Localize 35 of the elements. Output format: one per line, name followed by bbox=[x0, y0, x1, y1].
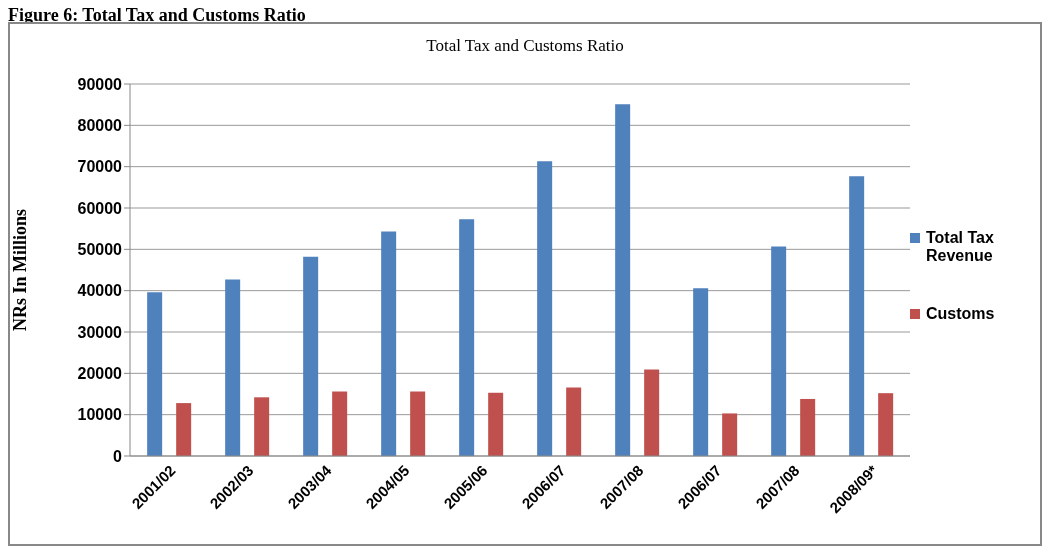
y-tick-label: 0 bbox=[113, 447, 123, 465]
bar bbox=[381, 231, 397, 456]
legend-label: Customs bbox=[926, 305, 995, 323]
bar bbox=[771, 246, 787, 456]
bar bbox=[566, 387, 582, 456]
bar bbox=[537, 161, 553, 456]
y-axis-title: NRs In Millions bbox=[10, 208, 31, 332]
bar bbox=[644, 369, 660, 456]
bar bbox=[254, 397, 270, 456]
y-tick-label: 30000 bbox=[77, 323, 123, 341]
bar bbox=[459, 219, 475, 456]
bar bbox=[410, 391, 426, 456]
chart-title: Figure 6: Total Tax and Customs Ratio bbox=[8, 5, 307, 25]
bar bbox=[722, 413, 738, 456]
bar bbox=[878, 393, 894, 456]
bar bbox=[147, 292, 163, 456]
y-tick-label: 10000 bbox=[77, 406, 123, 424]
y-tick-label: 90000 bbox=[77, 75, 123, 93]
bar bbox=[800, 398, 816, 456]
bar bbox=[303, 256, 319, 456]
y-tick-label: 70000 bbox=[77, 158, 123, 176]
y-tick-label: 20000 bbox=[77, 365, 123, 383]
bar bbox=[849, 176, 865, 456]
bar bbox=[332, 391, 348, 456]
bar bbox=[615, 104, 631, 456]
legend-label: Total Tax Revenue bbox=[926, 229, 995, 265]
y-tick-label: 40000 bbox=[77, 282, 123, 300]
bar bbox=[693, 288, 709, 456]
y-tick-label: 80000 bbox=[77, 117, 123, 135]
bar bbox=[488, 392, 504, 456]
bar bbox=[225, 279, 241, 456]
y-tick-label: 60000 bbox=[77, 199, 123, 217]
y-tick-label: 50000 bbox=[77, 241, 123, 259]
bar bbox=[176, 403, 192, 456]
chart-subtitle: Total Tax and Customs Ratio bbox=[425, 36, 625, 56]
